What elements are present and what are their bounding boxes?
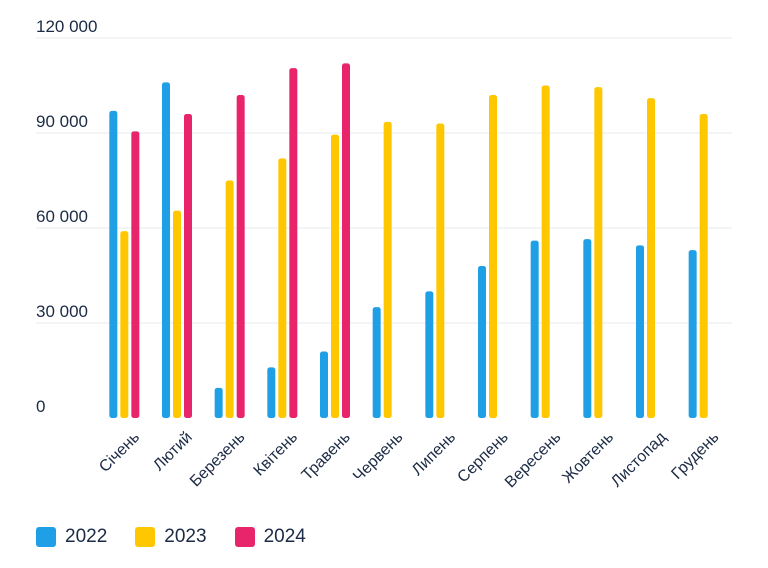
x-category-label: Грудень (669, 429, 723, 483)
y-tick-label: 120 000 (36, 17, 97, 36)
x-category-label: Травень (299, 429, 354, 484)
legend-swatch-2023 (135, 527, 156, 547)
bar-2023-6 (383, 121, 392, 419)
bar-2023-9 (541, 85, 550, 418)
bar-2022-8 (478, 266, 486, 418)
bar-2022-3 (214, 387, 223, 418)
x-category-label: Березень (187, 429, 249, 491)
bar-2024-1 (131, 131, 140, 418)
legend-label-2024: 2024 (263, 526, 306, 547)
bar-2023-12 (699, 114, 708, 418)
y-tick-label: 90 000 (36, 112, 88, 131)
bar-2023-5 (331, 134, 339, 419)
legend-item-2024: 2024 (234, 526, 306, 548)
bar-2023-7 (436, 123, 445, 418)
bar-2024-5 (342, 63, 350, 418)
x-category-label: Червень (350, 429, 406, 485)
bar-2023-3 (225, 180, 234, 418)
bar-2024-3 (236, 95, 245, 418)
legend-item-2022: 2022 (36, 526, 107, 548)
y-tick-label: 60 000 (36, 207, 88, 226)
bar-2023-4 (278, 158, 287, 419)
legend-item-2023: 2023 (135, 526, 207, 548)
y-axis-ticks: 0 30 000 60 000 90 000 120 000 (36, 17, 97, 416)
x-category-label: Квітень (251, 429, 302, 480)
bar-2023-2 (173, 210, 181, 418)
bar-2022-11 (636, 245, 644, 418)
bar-2022-6 (372, 307, 381, 418)
legend-swatch-2024 (234, 527, 255, 547)
bar-2022-4 (267, 367, 276, 418)
y-tick-label: 0 (36, 397, 45, 416)
bar-2023-1 (120, 231, 129, 418)
bar-2023-8 (489, 95, 497, 418)
bar-2023-11 (647, 98, 655, 419)
x-category-label: Січень (96, 429, 143, 476)
bar-2022-9 (530, 240, 539, 418)
legend: 2022 2023 2024 (36, 526, 306, 548)
bar-2024-2 (184, 114, 192, 418)
bar-2022-2 (162, 82, 170, 418)
legend-label-2022: 2022 (65, 526, 108, 547)
bar-2022-12 (688, 250, 697, 418)
x-category-label: Липень (409, 429, 459, 479)
bar-2024-4 (289, 68, 298, 418)
bar-2022-5 (320, 351, 328, 418)
x-category-label: Листопад (608, 428, 670, 490)
x-category-label: Лютий (150, 429, 196, 475)
bar-2022-10 (583, 239, 592, 418)
y-tick-label: 30 000 (36, 302, 88, 321)
bar-2022-1 (109, 110, 118, 418)
bar-2023-10 (594, 87, 603, 418)
bars (109, 63, 708, 419)
bar-2022-7 (425, 291, 434, 418)
legend-swatch-2022 (36, 527, 56, 547)
x-category-label: Вересень (502, 429, 565, 492)
legend-label-2023: 2023 (164, 526, 207, 547)
